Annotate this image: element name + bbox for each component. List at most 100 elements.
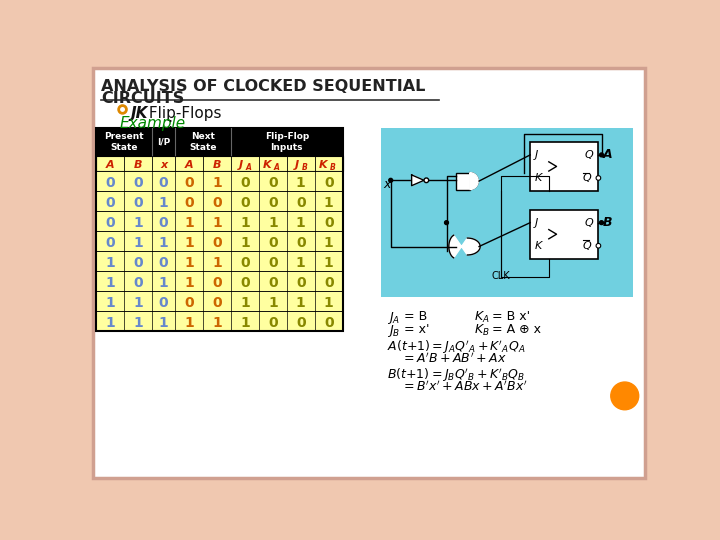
Circle shape <box>389 178 392 182</box>
Circle shape <box>600 221 603 225</box>
Text: 1: 1 <box>184 235 194 249</box>
Text: 1: 1 <box>133 215 143 230</box>
Text: 1: 1 <box>212 215 222 230</box>
Text: 1: 1 <box>240 215 250 230</box>
Text: 1: 1 <box>212 316 222 330</box>
Text: K: K <box>535 173 542 183</box>
Text: 0: 0 <box>105 195 115 210</box>
FancyBboxPatch shape <box>96 271 343 291</box>
Text: Q: Q <box>585 150 593 160</box>
FancyBboxPatch shape <box>175 128 231 156</box>
Text: 1: 1 <box>133 316 143 330</box>
Text: 0: 0 <box>268 235 278 249</box>
Text: A: A <box>603 148 613 161</box>
FancyBboxPatch shape <box>152 128 175 156</box>
Text: 1: 1 <box>240 316 250 330</box>
Text: 1: 1 <box>133 296 143 310</box>
FancyBboxPatch shape <box>381 128 632 298</box>
Text: = B: = B <box>404 309 427 323</box>
Circle shape <box>596 244 600 248</box>
Text: x: x <box>160 160 167 170</box>
FancyBboxPatch shape <box>530 142 598 191</box>
Text: 0: 0 <box>268 176 278 190</box>
Polygon shape <box>469 173 478 190</box>
Text: Q: Q <box>583 173 592 183</box>
Text: 0: 0 <box>324 316 333 330</box>
Text: ANALYSIS OF CLOCKED SEQUENTIAL: ANALYSIS OF CLOCKED SEQUENTIAL <box>101 79 426 93</box>
FancyBboxPatch shape <box>93 68 645 477</box>
FancyBboxPatch shape <box>231 128 343 156</box>
Text: 1: 1 <box>296 296 306 310</box>
Text: B: B <box>330 163 336 172</box>
Text: 1: 1 <box>105 276 115 289</box>
Text: 0: 0 <box>184 176 194 190</box>
Text: $B(t{+}1) = J_B Q'_B + K'_B Q_B$: $B(t{+}1) = J_B Q'_B + K'_B Q_B$ <box>387 367 525 384</box>
Text: K: K <box>263 160 271 170</box>
Text: B: B <box>302 163 307 172</box>
Text: 1: 1 <box>268 215 278 230</box>
Text: 0: 0 <box>268 316 278 330</box>
Text: JK: JK <box>130 106 148 120</box>
Text: 0: 0 <box>324 215 333 230</box>
FancyBboxPatch shape <box>96 156 343 171</box>
FancyBboxPatch shape <box>96 211 343 231</box>
Polygon shape <box>449 235 480 258</box>
Text: 0: 0 <box>105 215 115 230</box>
Text: CLK: CLK <box>492 271 510 281</box>
Text: 1: 1 <box>158 195 168 210</box>
Text: 0: 0 <box>159 215 168 230</box>
Text: $K_B$: $K_B$ <box>474 323 490 338</box>
Polygon shape <box>412 175 424 186</box>
Text: 1: 1 <box>105 316 115 330</box>
Text: 1: 1 <box>184 215 194 230</box>
Text: 0: 0 <box>240 176 250 190</box>
Text: 0: 0 <box>240 256 250 269</box>
Text: :: : <box>168 117 173 131</box>
Text: 1: 1 <box>296 176 306 190</box>
Text: CIRCUITS: CIRCUITS <box>101 91 184 106</box>
Text: 0: 0 <box>184 296 194 310</box>
Text: J: J <box>535 150 538 160</box>
Text: 1: 1 <box>268 296 278 310</box>
Text: 1: 1 <box>184 256 194 269</box>
Text: $K_A$: $K_A$ <box>474 309 489 325</box>
Text: Q: Q <box>585 218 593 228</box>
Text: Flip-Flops: Flip-Flops <box>144 106 222 120</box>
Text: 0: 0 <box>212 296 222 310</box>
Text: J: J <box>535 218 538 228</box>
Text: Next
State: Next State <box>189 132 217 152</box>
Text: 0: 0 <box>324 176 333 190</box>
Text: 0: 0 <box>184 195 194 210</box>
Text: 1: 1 <box>105 256 115 269</box>
Text: Q: Q <box>583 241 592 251</box>
Text: = A ⊕ x: = A ⊕ x <box>492 323 541 336</box>
Text: A: A <box>185 160 194 170</box>
Text: 1: 1 <box>324 256 333 269</box>
Text: K: K <box>318 160 327 170</box>
Text: 1: 1 <box>158 276 168 289</box>
Text: $= A'B + AB' + Ax$: $= A'B + AB' + Ax$ <box>401 351 506 366</box>
Text: $J_B$: $J_B$ <box>387 323 400 339</box>
Text: I/P: I/P <box>157 137 170 146</box>
Text: 0: 0 <box>240 276 250 289</box>
Text: 0: 0 <box>159 176 168 190</box>
Circle shape <box>444 221 449 225</box>
Text: $J_A$: $J_A$ <box>387 309 400 326</box>
Text: B: B <box>213 160 221 170</box>
Text: 1: 1 <box>212 256 222 269</box>
Text: 0: 0 <box>268 256 278 269</box>
Text: = x': = x' <box>404 323 429 336</box>
Text: 0: 0 <box>296 276 305 289</box>
Text: 1: 1 <box>324 195 333 210</box>
Circle shape <box>600 153 603 157</box>
Text: 0: 0 <box>296 316 305 330</box>
Text: 1: 1 <box>184 316 194 330</box>
Text: Example: Example <box>120 117 186 131</box>
Text: 0: 0 <box>159 296 168 310</box>
Text: B: B <box>134 160 143 170</box>
Text: 1: 1 <box>324 235 333 249</box>
Text: 1: 1 <box>133 235 143 249</box>
Text: 1: 1 <box>240 296 250 310</box>
Circle shape <box>596 176 600 180</box>
Text: 1: 1 <box>296 256 306 269</box>
